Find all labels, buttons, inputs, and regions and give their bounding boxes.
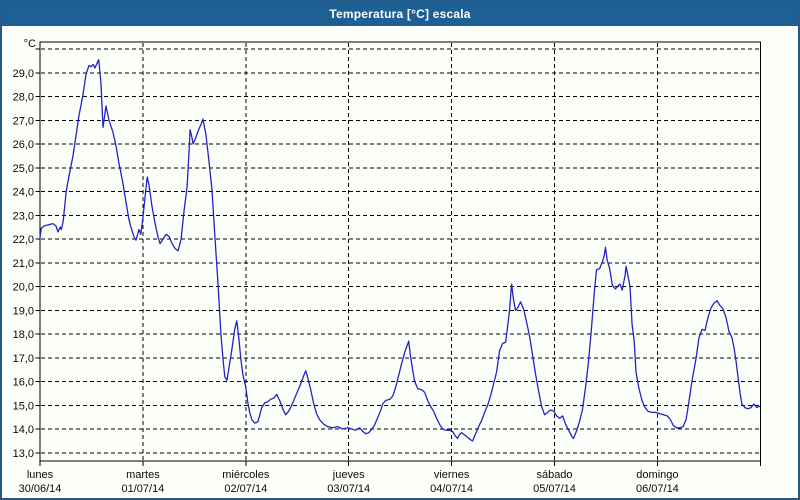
- day-date-label: 01/07/14: [121, 483, 164, 495]
- day-name-label: miércoles: [222, 469, 270, 481]
- y-tick-label: 26,0: [13, 139, 34, 151]
- temperature-series-line: [39, 59, 761, 442]
- day-date-label: 03/07/14: [327, 483, 370, 495]
- y-tick-label: 28,0: [13, 92, 34, 104]
- y-tick-label: 18,0: [13, 329, 34, 341]
- window-title: Temperatura [°C] escala: [329, 7, 471, 21]
- y-tick-label: 20,0: [13, 282, 34, 294]
- y-tick-label: 22,0: [13, 234, 34, 246]
- day-name-label: martes: [126, 469, 160, 481]
- y-tick-label: 16,0: [13, 377, 34, 389]
- day-date-label: 02/07/14: [224, 483, 267, 495]
- day-date-label: 05/07/14: [533, 483, 576, 495]
- day-date-label: 06/07/14: [636, 483, 679, 495]
- y-tick-label: 17,0: [13, 353, 34, 365]
- y-tick-label: 13,0: [13, 448, 34, 460]
- y-tick-label: 14,0: [13, 424, 34, 436]
- y-tick-label: 19,0: [13, 305, 34, 317]
- day-name-label: lunes: [27, 469, 54, 481]
- y-tick-label: 27,0: [13, 115, 34, 127]
- title-bar[interactable]: Temperatura [°C] escala: [2, 2, 798, 26]
- day-date-label: 30/06/14: [19, 483, 62, 495]
- y-tick-label: 24,0: [13, 187, 34, 199]
- day-date-label: 04/07/14: [430, 483, 473, 495]
- y-tick-label: 21,0: [13, 258, 34, 270]
- y-tick-label: 25,0: [13, 163, 34, 175]
- plot-frame: [39, 41, 761, 462]
- day-name-label: domingo: [636, 469, 678, 481]
- y-tick-label: 23,0: [13, 210, 34, 222]
- y-axis-unit-label: °C: [24, 38, 36, 50]
- day-name-label: jueves: [332, 469, 365, 481]
- y-tick-label: 15,0: [13, 400, 34, 412]
- day-name-label: viernes: [434, 469, 470, 481]
- day-name-label: sábado: [536, 469, 572, 481]
- y-tick-label: 29,0: [13, 68, 34, 80]
